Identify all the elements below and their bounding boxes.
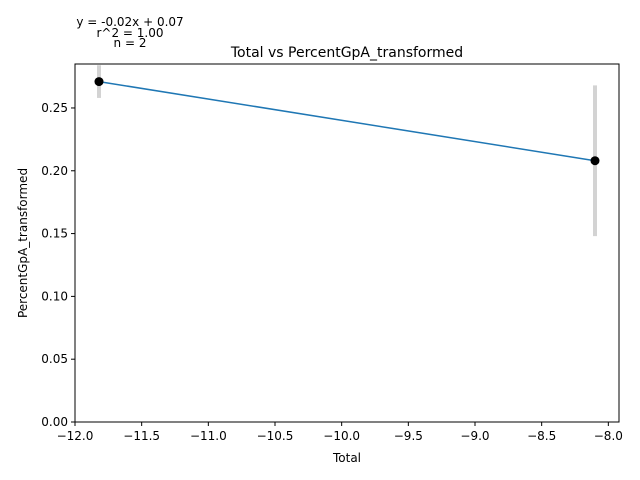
x-tick-label: −12.0: [57, 429, 94, 443]
x-tick-label: −11.0: [190, 429, 227, 443]
annotation-n: n = 2: [114, 36, 147, 50]
plot-area: [94, 65, 600, 237]
x-tick-label: −9.0: [460, 429, 489, 443]
y-tick-label: 0.25: [41, 101, 68, 115]
x-axis-label: Total: [332, 451, 361, 465]
y-tick-label: 0.05: [41, 352, 68, 366]
y-axis-label: PercentGpA_transformed: [16, 168, 30, 318]
x-tick-label: −10.0: [323, 429, 360, 443]
data-point-1: [590, 156, 600, 166]
annotation-r-squared: r^2 = 1.00: [96, 26, 163, 40]
y-tick-label: 0.15: [41, 227, 68, 241]
y-tick-label: 0.10: [41, 289, 68, 303]
x-axis: −12.0 −11.5 −11.0 −10.5 −10.0 −9.5 −9.0 −8.5 −8.…: [57, 422, 623, 443]
x-tick-label: −9.5: [394, 429, 423, 443]
x-tick-label: −10.5: [257, 429, 294, 443]
y-tick-label: 0.20: [41, 164, 68, 178]
chart-title: Total vs PercentGpA_transformed: [230, 45, 463, 61]
y-tick-label: 0.00: [41, 415, 68, 429]
x-tick-label: −8.5: [527, 429, 556, 443]
x-tick-label: −11.5: [123, 429, 160, 443]
y-axis: 0.00 0.05 0.10 0.15 0.20 0.25: [41, 101, 75, 429]
annotation-equation: y = -0.02x + 0.07: [76, 15, 183, 29]
fit-line: [98, 80, 596, 162]
annotations: y = -0.02x + 0.07 r^2 = 1.00 n = 2: [76, 15, 183, 50]
axes-frame: [74, 63, 620, 423]
x-tick-label: −8.0: [594, 429, 623, 443]
data-point-0: [94, 77, 104, 87]
